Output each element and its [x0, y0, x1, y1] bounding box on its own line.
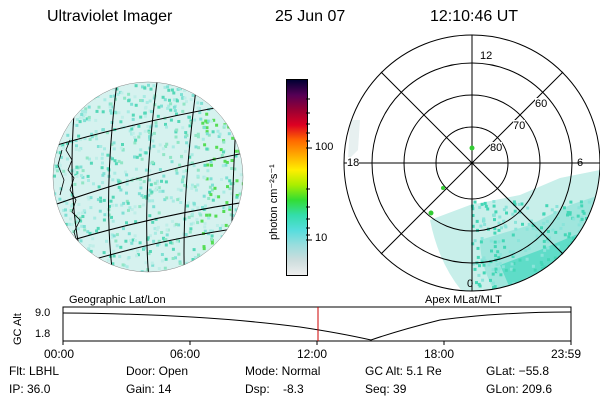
time-tick-0000: 00:00 — [44, 347, 74, 361]
info-glon: GLon: 209.6 — [486, 382, 552, 396]
time-tick-0600: 06:00 — [170, 347, 200, 361]
mlt-label-18: 18 — [347, 157, 359, 169]
time-tick-1200: 12:00 — [297, 347, 327, 361]
colorbar-unit-label: photon cm⁻²s⁻¹ — [267, 164, 280, 240]
info-gain: Gain: 14 — [126, 382, 171, 396]
instrument-title: Ultraviolet Imager — [47, 8, 172, 26]
colorbar-ticks — [306, 79, 346, 279]
date-label: 25 Jun 07 — [275, 8, 345, 26]
info-door: Door: Open — [126, 364, 188, 378]
lat-label-80: 80 — [490, 142, 502, 154]
info-mode: Mode: Normal — [245, 364, 320, 378]
info-ip: IP: 36.0 — [9, 382, 50, 396]
mlt-label-0: 0 — [467, 278, 473, 290]
info-glat: GLat: −55.8 — [486, 364, 549, 378]
time-tick-1800: 18:00 — [424, 347, 454, 361]
info-seq: Seq: 39 — [365, 382, 406, 396]
mlt-label-12: 12 — [480, 50, 492, 62]
time-tick-2359: 23:59 — [551, 347, 581, 361]
colorbar-tick-100: 100 — [315, 141, 333, 153]
lat-label-70: 70 — [513, 120, 525, 132]
colorbar-tick-10: 10 — [315, 232, 327, 244]
info-flt: Flt: LBHL — [9, 364, 59, 378]
colorbar — [286, 79, 308, 276]
lat-label-60: 60 — [535, 98, 547, 110]
info-gc-alt: GC Alt: 5.1 Re — [365, 364, 442, 378]
mlt-label-6: 6 — [577, 157, 583, 169]
info-dsp: Dsp: -8.3 — [245, 382, 304, 396]
time-label: 12:10:46 UT — [430, 8, 518, 26]
